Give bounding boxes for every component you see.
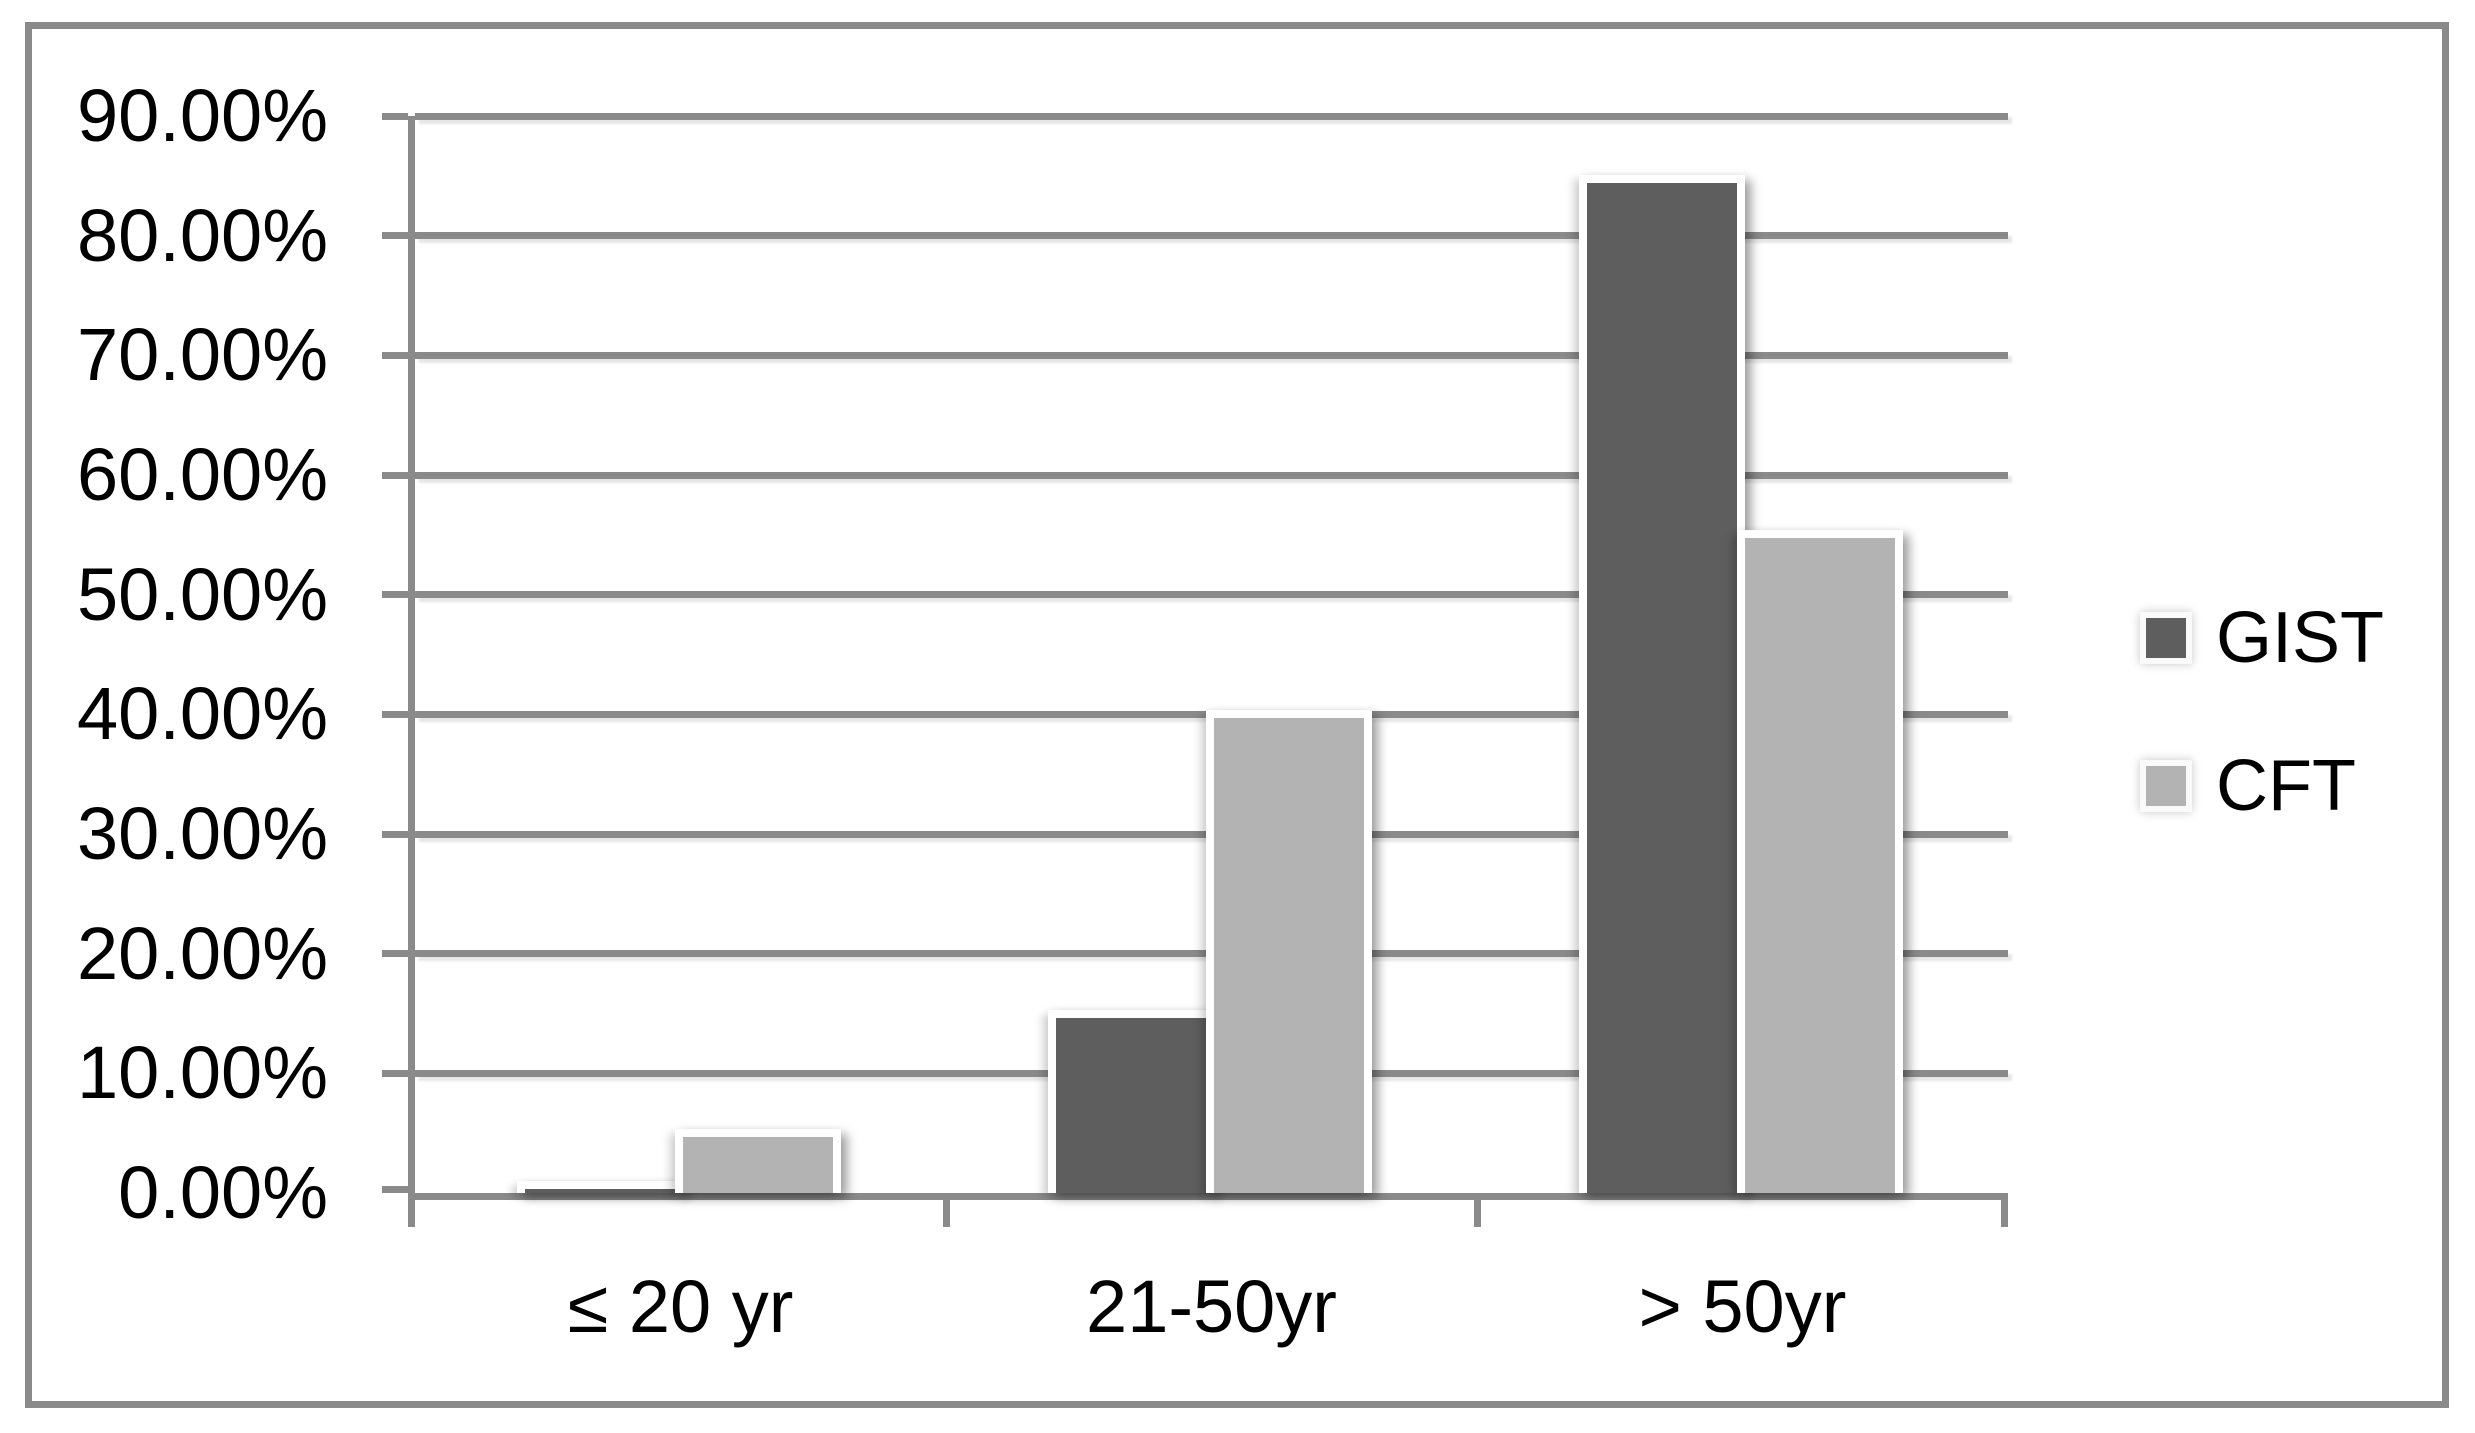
bar-cft-1 bbox=[1206, 709, 1372, 1193]
y-tick-label: 50.00% bbox=[77, 552, 328, 636]
legend-label: CFT bbox=[2216, 746, 2356, 826]
y-axis-tick bbox=[382, 830, 408, 838]
y-axis-tick bbox=[382, 471, 408, 479]
y-axis-tick bbox=[382, 591, 408, 599]
y-tick-label: 80.00% bbox=[77, 193, 328, 277]
plot-area bbox=[382, 112, 2008, 1227]
y-axis-tick bbox=[382, 1069, 408, 1077]
x-axis-tick bbox=[2001, 1200, 2008, 1227]
y-tick-label: 70.00% bbox=[77, 313, 328, 397]
x-category-label: ≤ 20 yr bbox=[567, 1265, 794, 1348]
gridline bbox=[415, 351, 2008, 359]
y-axis-tick bbox=[382, 351, 408, 359]
bar-gist-0 bbox=[517, 1181, 683, 1193]
bar-cft-2 bbox=[1737, 530, 1903, 1193]
legend-entry-cft: CFT bbox=[2140, 750, 2356, 822]
y-tick-label: 40.00% bbox=[77, 672, 328, 756]
y-axis-tick bbox=[382, 950, 408, 958]
y-axis-tick bbox=[382, 710, 408, 718]
y-axis-tick bbox=[382, 1186, 408, 1193]
x-axis-tick bbox=[1473, 1200, 1481, 1227]
legend-label: GIST bbox=[2216, 598, 2385, 678]
x-category-label: 21-50yr bbox=[1086, 1265, 1337, 1348]
y-tick-label: 60.00% bbox=[77, 433, 328, 516]
y-tick-label: 90.00% bbox=[77, 74, 328, 157]
x-axis-tick bbox=[942, 1200, 950, 1227]
bar-cft-0 bbox=[675, 1128, 841, 1193]
y-tick-label: 10.00% bbox=[77, 1031, 328, 1115]
x-category-label: > 50yr bbox=[1638, 1265, 1847, 1348]
y-axis-tick bbox=[382, 232, 408, 240]
figure-border bbox=[25, 22, 2449, 1408]
gridline bbox=[415, 591, 2008, 599]
gridline bbox=[415, 471, 2008, 479]
gridline bbox=[415, 232, 2008, 240]
y-tick-label: 0.00% bbox=[118, 1151, 328, 1234]
y-axis-tick bbox=[382, 112, 408, 120]
legend-swatch-cft bbox=[2140, 760, 2192, 812]
legend-entry-gist: GIST bbox=[2140, 602, 2384, 674]
bar-gist-2 bbox=[1579, 175, 1745, 1193]
y-tick-label: 20.00% bbox=[77, 911, 328, 995]
bar-gist-1 bbox=[1048, 1010, 1214, 1193]
y-tick-label: 30.00% bbox=[77, 792, 328, 875]
gridline bbox=[415, 112, 2008, 120]
x-axis-tick bbox=[408, 1200, 415, 1227]
legend-swatch-gist bbox=[2140, 612, 2192, 664]
